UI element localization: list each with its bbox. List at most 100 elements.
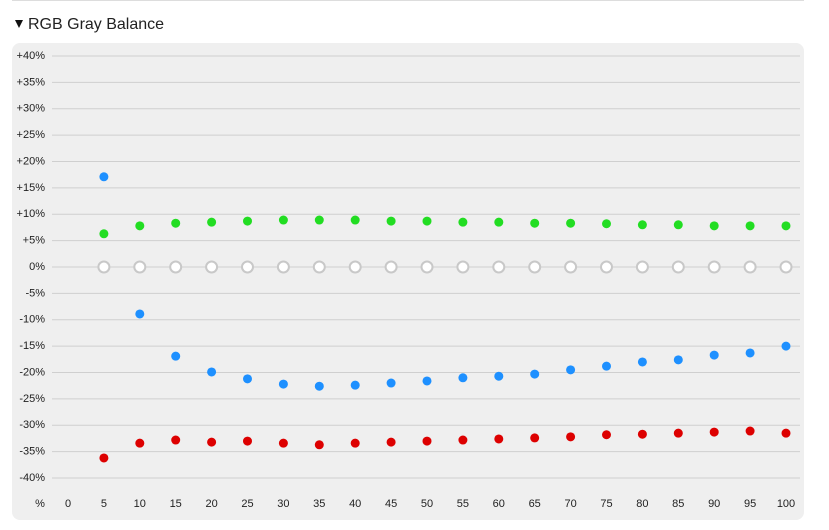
data-point <box>420 260 434 274</box>
chart-title: RGB Gray Balance <box>28 16 164 33</box>
data-point <box>781 221 791 231</box>
data-point <box>564 260 578 274</box>
data-point <box>278 438 288 448</box>
data-point <box>99 229 109 239</box>
y-tick-label: -15% <box>19 340 45 352</box>
x-tick-label: 70 <box>564 498 576 510</box>
data-point <box>494 434 504 444</box>
data-point <box>243 436 252 446</box>
data-point <box>635 260 649 274</box>
x-tick-label: 55 <box>457 498 469 510</box>
collapse-icon[interactable] <box>15 20 23 28</box>
data-point <box>602 219 611 229</box>
data-point <box>422 436 432 446</box>
data-point <box>422 376 432 386</box>
x-tick-label: 90 <box>708 498 720 510</box>
x-tick-label: 65 <box>529 498 541 510</box>
data-point <box>781 428 791 438</box>
data-point <box>207 217 217 227</box>
y-tick-label: -25% <box>19 393 45 405</box>
data-point <box>99 453 109 463</box>
data-point <box>781 341 791 351</box>
data-point <box>205 260 219 274</box>
x-axis-label: % <box>35 498 45 510</box>
x-tick-label: 50 <box>421 498 433 510</box>
data-point <box>494 217 504 227</box>
data-point <box>458 217 468 227</box>
y-tick-label: +20% <box>17 155 46 167</box>
data-point <box>673 355 683 365</box>
data-point <box>745 426 755 436</box>
data-point <box>709 427 719 437</box>
x-tick-label: 5 <box>101 498 107 510</box>
x-tick-label: 60 <box>493 498 505 510</box>
data-point <box>99 172 109 182</box>
data-point <box>135 221 145 231</box>
data-point <box>133 260 147 274</box>
data-point <box>779 260 793 274</box>
data-point <box>709 221 719 231</box>
data-point <box>566 218 576 228</box>
x-tick-label: 95 <box>744 498 756 510</box>
data-point <box>243 216 252 226</box>
data-point <box>600 260 613 274</box>
x-tick-label: 75 <box>600 498 612 510</box>
data-point <box>314 440 324 450</box>
x-tick-label: 80 <box>636 498 648 510</box>
x-tick-label: 100 <box>777 498 795 510</box>
data-point <box>386 378 396 388</box>
data-point <box>241 260 254 274</box>
x-tick-label: 0 <box>65 498 71 510</box>
data-point <box>312 260 326 274</box>
data-point <box>243 374 252 384</box>
data-point <box>745 221 755 231</box>
data-point <box>386 216 396 226</box>
x-tick-label: 45 <box>385 498 397 510</box>
data-point <box>566 365 576 375</box>
y-tick-label: +30% <box>17 103 46 115</box>
data-point <box>171 218 181 228</box>
y-tick-label: -30% <box>19 419 45 431</box>
data-point <box>169 260 183 274</box>
y-tick-label: +10% <box>17 208 46 220</box>
y-tick-label: +35% <box>17 76 46 88</box>
data-point <box>458 373 468 383</box>
y-tick-label: 0% <box>29 261 45 273</box>
x-tick-label: 35 <box>313 498 325 510</box>
data-point <box>530 369 540 379</box>
y-tick-label: -40% <box>19 472 45 484</box>
data-point <box>348 260 362 274</box>
y-tick-label: +15% <box>17 182 46 194</box>
data-point <box>171 351 181 361</box>
data-point <box>278 379 288 389</box>
data-point <box>135 309 145 319</box>
data-point <box>637 220 647 230</box>
y-tick-label: -35% <box>19 446 45 458</box>
data-point <box>97 260 111 274</box>
data-point <box>671 260 685 274</box>
data-point <box>384 260 398 274</box>
y-tick-label: -20% <box>19 366 45 378</box>
x-tick-label: 40 <box>349 498 361 510</box>
data-point <box>528 260 542 274</box>
data-point <box>673 428 683 438</box>
data-point <box>314 381 324 391</box>
y-tick-label: +25% <box>17 129 46 141</box>
data-point <box>494 371 504 381</box>
x-tick-label: 85 <box>672 498 684 510</box>
y-tick-label: +5% <box>23 235 46 247</box>
data-point <box>709 350 719 360</box>
data-point <box>171 435 181 445</box>
plot-panel <box>12 43 804 520</box>
x-tick-label: 25 <box>241 498 253 510</box>
x-tick-label: 15 <box>170 498 182 510</box>
data-point <box>386 437 396 447</box>
data-point <box>530 218 540 228</box>
data-point <box>743 260 757 274</box>
data-point <box>673 220 683 230</box>
data-point <box>566 432 576 442</box>
y-tick-label: -10% <box>19 314 45 326</box>
data-point <box>745 348 755 358</box>
data-point <box>350 438 360 448</box>
